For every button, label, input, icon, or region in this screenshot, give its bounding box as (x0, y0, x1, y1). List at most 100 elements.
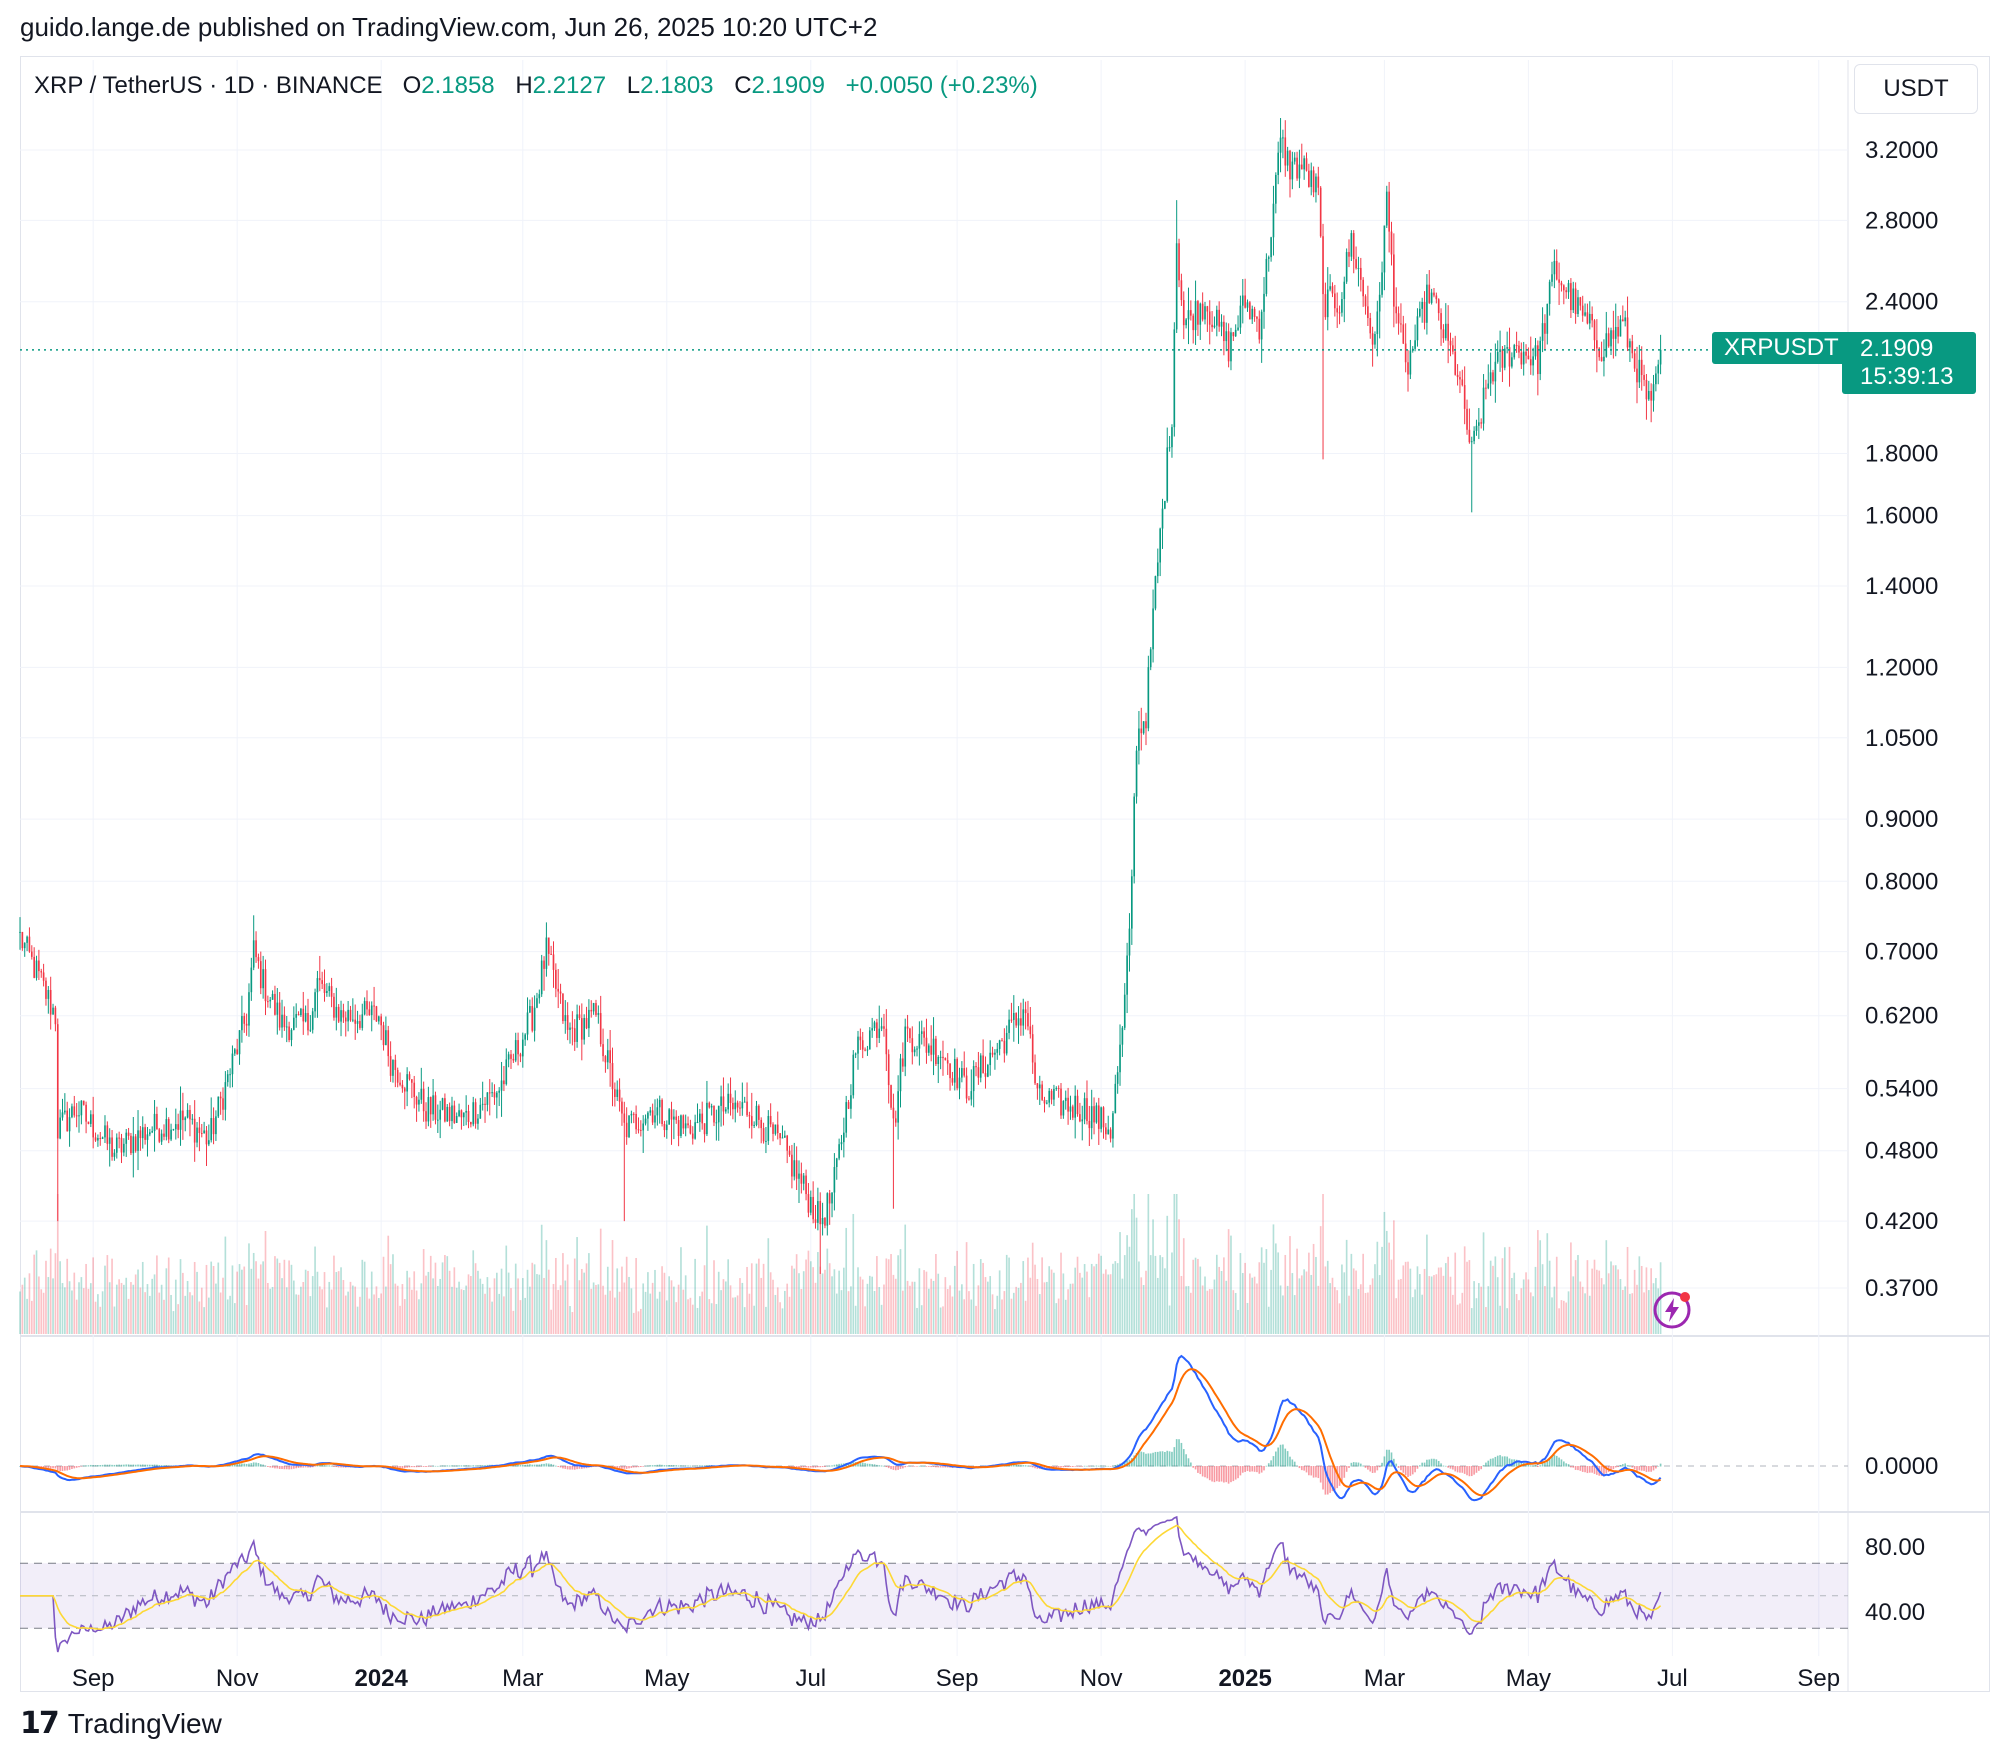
candle-body (1095, 1105, 1098, 1123)
candle-body (916, 1048, 918, 1050)
candle-body (1244, 295, 1246, 308)
volume-bar (1213, 1279, 1216, 1334)
candle-body (1355, 259, 1357, 269)
candle-body (729, 1093, 732, 1103)
candle-body (217, 1096, 220, 1117)
candle-body (1100, 1107, 1102, 1129)
candle-body (326, 991, 328, 993)
candle-body (1234, 329, 1237, 337)
candle-body (1390, 231, 1393, 255)
candle-body (982, 1055, 984, 1074)
candle-body (994, 1052, 996, 1055)
candle-body (1468, 429, 1471, 443)
time-tick-label: Jul (795, 1665, 826, 1692)
volume-bar (19, 1291, 21, 1334)
volume-bar (505, 1245, 508, 1334)
volume-bar (120, 1282, 123, 1334)
rsi-tick-label: 80.00 (1865, 1534, 1925, 1561)
candle-body (703, 1123, 706, 1135)
price-tick-label: 1.2000 (1865, 654, 1938, 681)
volume-bar (514, 1263, 517, 1334)
volume-bar (1544, 1286, 1546, 1334)
volume-bar (866, 1283, 869, 1334)
candle-body (1511, 357, 1513, 367)
volume-bar (1532, 1296, 1534, 1334)
candle-body (1279, 137, 1282, 153)
volume-bar (432, 1278, 434, 1334)
volume-bar (722, 1279, 725, 1334)
volume-bar (1227, 1229, 1230, 1334)
volume-bar (47, 1277, 50, 1334)
candle-body (783, 1135, 786, 1138)
candle-body (56, 1024, 59, 1139)
tradingview-logo[interactable]: 𝟭𝟳 TradingView (20, 1706, 222, 1741)
candle-body (1359, 267, 1362, 280)
volume-bar (583, 1272, 586, 1334)
volume-bar (146, 1284, 149, 1334)
volume-bar (1164, 1268, 1166, 1334)
lightning-icon[interactable] (1652, 1290, 1692, 1330)
candle-body (864, 1049, 866, 1051)
candle-body (663, 1124, 666, 1131)
candle-body (942, 1056, 944, 1059)
candle-body (503, 1080, 505, 1085)
candle-body (446, 1106, 449, 1122)
candle-body (533, 1007, 536, 1031)
volume-bar (538, 1274, 541, 1334)
candle-body (1194, 301, 1197, 331)
volume-bar (1619, 1279, 1622, 1334)
volume-bar (1282, 1295, 1284, 1334)
price-tick-label: 0.5400 (1865, 1076, 1938, 1103)
volume-bar (259, 1264, 262, 1334)
candle-body (377, 1016, 380, 1022)
volume-bar (824, 1269, 826, 1334)
volume-bar (1487, 1286, 1490, 1334)
candle-body (139, 1130, 142, 1139)
candle-body (333, 996, 335, 1018)
candle-body (1310, 170, 1313, 187)
volume-bar (252, 1252, 255, 1334)
volume-bar (465, 1285, 467, 1334)
candle-body (45, 980, 47, 999)
candle-body (949, 1063, 951, 1079)
candle-body (1152, 608, 1154, 650)
candle-body (1274, 174, 1277, 204)
candle-body (307, 1013, 309, 1031)
volume-bar (767, 1238, 770, 1334)
volume-bar (658, 1291, 661, 1334)
candle-body (902, 1058, 904, 1067)
candle-body (1409, 350, 1412, 375)
time-axis[interactable]: Sep Nov 2024 Mar May Jul Sep Nov 2025 Mar May Jul Se… (72, 1665, 1840, 1692)
candle-body (1223, 321, 1225, 342)
candle-body (118, 1137, 120, 1139)
candle-body (496, 1092, 498, 1098)
volume-bar (1034, 1264, 1036, 1334)
candle-body (1598, 348, 1601, 358)
candle-body (866, 1049, 869, 1051)
volume-bar (521, 1278, 524, 1334)
candle-body (115, 1137, 118, 1153)
candle-body (170, 1129, 172, 1140)
candle-body (748, 1115, 751, 1117)
candle-body (458, 1110, 460, 1117)
candle-body (970, 1091, 973, 1100)
volume-bar (1251, 1277, 1254, 1334)
candle-body (441, 1098, 444, 1110)
volume-bar (1017, 1287, 1020, 1334)
candle-body (297, 1014, 300, 1016)
candle-body (467, 1110, 470, 1122)
candle-body (717, 1105, 720, 1123)
candle-body (647, 1112, 649, 1119)
volume-bar (219, 1292, 222, 1334)
currency-button[interactable]: USDT (1854, 64, 1978, 114)
candle-body (1442, 329, 1445, 339)
volume-bar (30, 1300, 33, 1334)
candle-body (87, 1121, 90, 1124)
volume-bar (196, 1271, 198, 1334)
candle-body (786, 1135, 789, 1151)
price-axis[interactable]: 3.2000 2.8000 2.4000 1.8000 1.6000 1.4000 1.20… (1865, 137, 1938, 1626)
candle-body (958, 1077, 961, 1089)
volume-bar (38, 1276, 40, 1334)
volume-bar (285, 1287, 288, 1334)
